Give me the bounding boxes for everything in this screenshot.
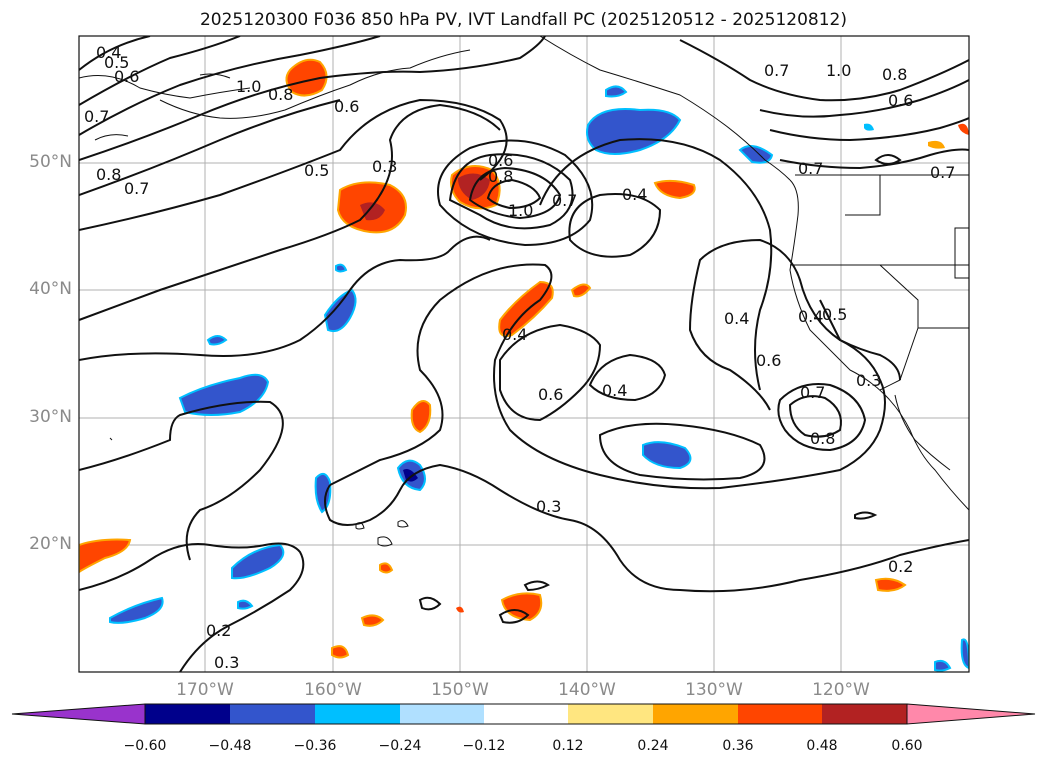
contour-label: 0.3 xyxy=(214,653,239,672)
contour-label: 0.7 xyxy=(84,107,109,126)
page-title: 2025120300 F036 850 hPa PV, IVT Landfall… xyxy=(199,10,847,30)
contour-label: 0.4 xyxy=(622,185,647,204)
contour-label: 0.7 xyxy=(930,163,955,182)
latitude-label: 40°N xyxy=(29,279,72,299)
latitude-label: 30°N xyxy=(29,407,72,427)
latitude-label: 50°N xyxy=(29,152,72,172)
contour-label: 0.3 xyxy=(372,157,397,176)
contour-label: 1.0 xyxy=(236,77,261,96)
colorbar-tick-label: −0.36 xyxy=(293,738,337,754)
colorbar-segment xyxy=(484,704,568,724)
map-area: 0.4 0.5 0.6 1.0 0.8 0.7 0.8 0.7 0.5 0.3 … xyxy=(79,36,969,672)
colorbar-tick-label: −0.60 xyxy=(123,738,167,754)
longitude-label: 160°W xyxy=(304,680,362,700)
contour-label: 0.4 xyxy=(502,325,527,344)
contour-label: 0.6 xyxy=(334,97,359,116)
colorbar-segment xyxy=(315,704,400,724)
contour-label: 0.5 xyxy=(304,161,329,180)
colorbar xyxy=(11,703,1036,725)
colorbar-segment xyxy=(822,704,907,724)
colorbar-segment xyxy=(11,703,146,725)
contour-label: 0.3 xyxy=(536,497,561,516)
longitude-label: 130°W xyxy=(685,680,743,700)
colorbar-segment xyxy=(738,704,822,724)
contour-label: 0.4 xyxy=(724,309,749,328)
contour-label: 0.4 xyxy=(96,43,121,62)
colorbar-tick-label: 0.60 xyxy=(891,738,923,754)
contour-label: 0.8 xyxy=(96,165,121,184)
colorbar-segment xyxy=(568,704,653,724)
contour-label: 0.6 xyxy=(538,385,563,404)
longitude-label: 150°W xyxy=(431,680,489,700)
contour-label: 0.5 xyxy=(822,305,847,324)
coastlines xyxy=(79,36,969,511)
contour-label: 0.7 xyxy=(124,179,149,198)
contour-label: 0.8 xyxy=(268,85,293,104)
contour-label: 1.0 xyxy=(508,201,533,220)
contour-label: 0.2 xyxy=(206,621,231,640)
contour-label: 0.6 xyxy=(114,67,139,86)
contour-label: 0.4 xyxy=(798,307,823,326)
colorbar-segment xyxy=(145,704,230,724)
contour-label: 0.6 xyxy=(888,91,913,110)
contour-label: 1.0 xyxy=(826,61,851,80)
colorbar-tick-label: 0.48 xyxy=(806,738,838,754)
contour-label: 0.2 xyxy=(888,557,913,576)
contour-label: 0.7 xyxy=(764,61,789,80)
gridlines xyxy=(79,36,969,672)
longitude-label: 170°W xyxy=(176,680,234,700)
colorbar-segment xyxy=(400,704,484,724)
colorbar-segment xyxy=(906,703,1036,725)
colorbar-tick-label: 0.12 xyxy=(552,738,584,754)
latitude-label: 20°N xyxy=(29,534,72,554)
pv-positive-shading xyxy=(79,58,969,659)
colorbar-tick-label: 0.36 xyxy=(722,738,754,754)
contour-label: 0.8 xyxy=(810,429,835,448)
contour-label: 0.4 xyxy=(602,381,627,400)
contour-label: 0.7 xyxy=(800,383,825,402)
contour-labels: 0.4 0.5 0.6 1.0 0.8 0.7 0.8 0.7 0.5 0.3 … xyxy=(84,43,955,672)
longitude-label: 120°W xyxy=(812,680,870,700)
contour-label: 0.6 xyxy=(488,151,513,170)
colorbar-tick-label: 0.24 xyxy=(637,738,669,754)
longitude-label: 140°W xyxy=(558,680,616,700)
colorbar-segment xyxy=(230,704,315,724)
colorbar-tick-label: −0.48 xyxy=(208,738,252,754)
contour-label: 0.8 xyxy=(882,65,907,84)
colorbar-tick-label: −0.24 xyxy=(378,738,422,754)
map-frame xyxy=(78,35,970,673)
ivt-contours xyxy=(79,36,969,672)
contour-label: 0.7 xyxy=(552,191,577,210)
contour-label: 0.3 xyxy=(856,371,881,390)
colorbar-tick-label: −0.12 xyxy=(462,738,506,754)
contour-label: 0.7 xyxy=(798,159,823,178)
contour-label: 0.8 xyxy=(488,167,513,186)
colorbar-segment xyxy=(653,704,738,724)
contour-label: 0.6 xyxy=(756,351,781,370)
contour-label: 0.5 xyxy=(104,53,129,72)
